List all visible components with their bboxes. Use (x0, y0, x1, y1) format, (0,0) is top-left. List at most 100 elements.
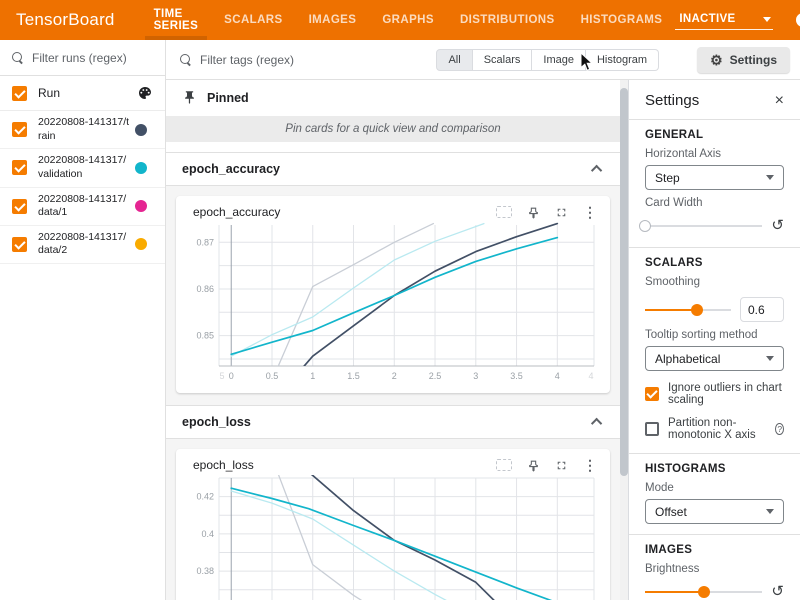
section-title: SCALARS (645, 257, 784, 269)
tab-time-series[interactable]: TIME SERIES (141, 0, 212, 40)
more-options-icon[interactable]: ⋮ (583, 205, 597, 219)
more-options-icon[interactable]: ⋮ (583, 458, 597, 472)
run-checkbox[interactable] (12, 160, 27, 175)
tooltip-sorting-select[interactable]: Alphabetical (645, 346, 784, 371)
epoch-loss-chart[interactable]: 0.360.380.40.4200.511.522.533.54 (185, 475, 599, 600)
section-title: epoch_loss (182, 415, 251, 429)
svg-text:4: 4 (588, 371, 593, 381)
filter-runs-bar (0, 40, 165, 76)
pinned-empty-message: Pin cards for a quick view and compariso… (166, 116, 620, 142)
section-title: epoch_accuracy (182, 162, 280, 176)
tooltip-sorting-label: Tooltip sorting method (645, 329, 784, 341)
svg-text:3: 3 (473, 371, 478, 381)
pin-card-icon[interactable] (527, 206, 540, 219)
smoothing-slider[interactable] (645, 303, 731, 317)
tab-scalars[interactable]: SCALARS (211, 0, 295, 40)
section-title: GENERAL (645, 129, 784, 141)
smoothing-value-input[interactable] (740, 297, 784, 322)
tags-toolbar: All Scalars Image Histogram ⚙ Settings (166, 40, 800, 80)
ignore-outliers-row[interactable]: Ignore outliers in chart scaling (645, 382, 784, 406)
scrollbar-thumb[interactable] (620, 88, 628, 476)
run-row-data-2[interactable]: 20220808-141317/data/2 (0, 226, 165, 264)
brightness-slider[interactable] (645, 585, 762, 599)
horizontal-axis-select[interactable]: Step (645, 165, 784, 190)
close-icon[interactable]: × (775, 93, 784, 109)
run-color-dot[interactable] (135, 200, 147, 212)
caret-down-icon (766, 509, 774, 514)
pinned-title: Pinned (207, 91, 249, 105)
run-color-dot[interactable] (135, 124, 147, 136)
tab-distributions[interactable]: DISTRIBUTIONS (447, 0, 568, 40)
fullscreen-icon[interactable] (555, 206, 568, 219)
filter-tags-bar (180, 53, 436, 67)
ignore-outliers-label: Ignore outliers in chart scaling (668, 382, 784, 406)
tab-histograms[interactable]: HISTOGRAMS (568, 0, 676, 40)
settings-panel-title: Settings (645, 92, 699, 109)
run-checkbox[interactable] (12, 199, 27, 214)
fit-to-data-icon[interactable] (496, 206, 512, 218)
pin-icon (182, 90, 197, 105)
section-header-epoch-loss[interactable]: epoch_loss (166, 405, 620, 439)
slider-thumb[interactable] (698, 586, 710, 598)
ignore-outliers-checkbox[interactable] (645, 387, 659, 401)
tag-type-filter-group: All Scalars Image Histogram (436, 49, 659, 71)
reset-icon[interactable]: ↺ (771, 584, 784, 599)
collapse-chevron-icon[interactable] (591, 165, 602, 176)
fullscreen-icon[interactable] (555, 459, 568, 472)
filter-tags-input[interactable] (200, 53, 436, 67)
smoothing-label: Smoothing (645, 276, 784, 288)
tab-images[interactable]: IMAGES (296, 0, 370, 40)
run-color-dot[interactable] (135, 162, 147, 174)
svg-text:3.5: 3.5 (510, 371, 523, 381)
svg-text:0.38: 0.38 (196, 566, 214, 576)
histogram-mode-select[interactable]: Offset (645, 499, 784, 524)
top-navbar: TensorBoard TIME SERIES SCALARS IMAGES G… (0, 0, 800, 40)
main-scrollbar[interactable] (620, 80, 628, 600)
dark-mode-toggle-button[interactable] (794, 11, 800, 29)
filter-chip-image[interactable]: Image (532, 49, 586, 71)
run-checkbox[interactable] (12, 122, 27, 137)
slider-thumb[interactable] (639, 220, 651, 232)
filter-runs-input[interactable] (32, 51, 153, 65)
help-icon[interactable]: ? (775, 423, 784, 435)
filter-chip-all[interactable]: All (436, 49, 472, 71)
partition-x-axis-row[interactable]: Partition non-monotonic X axis? (645, 417, 784, 441)
filter-chip-scalars[interactable]: Scalars (473, 49, 533, 71)
palette-icon[interactable] (137, 85, 153, 101)
fit-to-data-icon[interactable] (496, 459, 512, 471)
run-row-validation[interactable]: 20220808-141317/validation (0, 149, 165, 187)
run-color-dot[interactable] (135, 238, 147, 250)
partition-x-axis-checkbox[interactable] (645, 422, 659, 436)
reset-icon[interactable]: ↺ (771, 218, 784, 233)
run-checkbox[interactable] (12, 237, 27, 252)
slider-thumb[interactable] (691, 304, 703, 316)
card-width-slider[interactable] (645, 219, 762, 233)
run-row-data-1[interactable]: 20220808-141317/data/1 (0, 188, 165, 226)
card-title: epoch_accuracy (193, 205, 280, 219)
run-row-train[interactable]: 20220808-141317/train (0, 111, 165, 149)
horizontal-axis-label: Horizontal Axis (645, 148, 784, 160)
run-label: 20220808-141317/data/2 (38, 231, 135, 258)
tab-graphs[interactable]: GRAPHS (369, 0, 447, 40)
caret-down-icon (766, 175, 774, 180)
svg-text:0.5: 0.5 (266, 371, 279, 381)
section-body-epoch-accuracy: epoch_accuracy ⋮ 0.850.860.8700.511.522.… (166, 186, 620, 405)
search-icon (12, 52, 23, 63)
pinned-header: Pinned (166, 80, 620, 114)
epoch-accuracy-chart[interactable]: 0.850.860.8700.511.522.533.5454 (185, 222, 599, 384)
section-header-epoch-accuracy[interactable]: epoch_accuracy (166, 152, 620, 186)
pinned-empty-wrap: Pin cards for a quick view and compariso… (166, 114, 620, 152)
card-header: epoch_accuracy ⋮ (185, 203, 601, 222)
collapse-chevron-icon[interactable] (591, 418, 602, 429)
pin-card-icon[interactable] (527, 459, 540, 472)
gear-icon: ⚙ (710, 53, 723, 67)
reload-status-select[interactable]: INACTIVE (675, 10, 773, 30)
settings-toggle-button[interactable]: ⚙ Settings (697, 47, 790, 73)
caret-down-icon (766, 356, 774, 361)
app-title: TensorBoard (16, 10, 115, 30)
run-select-all-checkbox[interactable] (12, 86, 27, 101)
cards-area: Pinned Pin cards for a quick view and co… (166, 80, 628, 600)
svg-text:4: 4 (555, 371, 560, 381)
settings-section-general: GENERAL Horizontal Axis Step Card Width … (629, 120, 800, 248)
filter-chip-histogram[interactable]: Histogram (586, 49, 659, 71)
